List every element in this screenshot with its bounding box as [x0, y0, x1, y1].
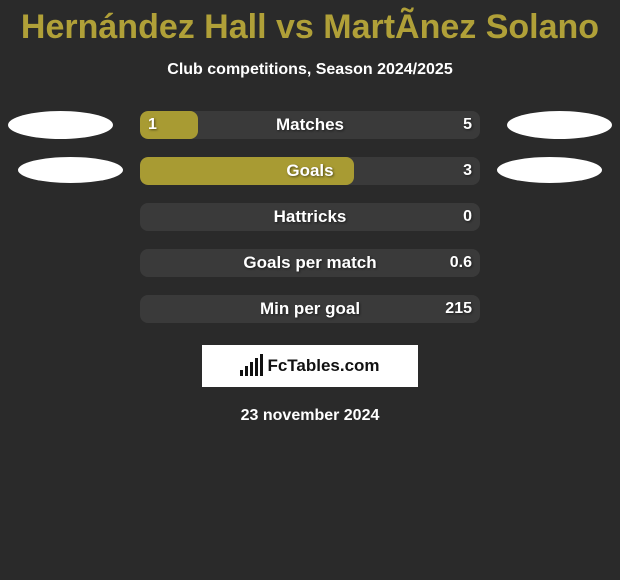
- snapshot-date: 23 november 2024: [0, 407, 620, 425]
- stat-row: Min per goal215: [0, 295, 620, 323]
- root: Hernández Hall vs MartÃnez Solano Club c…: [0, 0, 620, 580]
- stat-row: Hattricks0: [0, 203, 620, 231]
- stat-value-right: 0.6: [422, 249, 472, 277]
- branding-text: FcTables.com: [267, 356, 379, 376]
- bar-chart-icon: [240, 356, 263, 376]
- page-subtitle: Club competitions, Season 2024/2025: [0, 61, 620, 79]
- stat-row: Goals per match0.6: [0, 249, 620, 277]
- player-badge-left: [8, 111, 113, 139]
- stat-value-right: 0: [422, 203, 472, 231]
- stat-value-right: 5: [422, 111, 472, 139]
- player-badge-right: [507, 111, 612, 139]
- player-badge-right: [497, 157, 602, 183]
- stat-value-right: 3: [422, 157, 472, 185]
- comparison-bars: 1Matches5Goals3Hattricks0Goals per match…: [0, 111, 620, 323]
- player-badge-left: [18, 157, 123, 183]
- page-title: Hernández Hall vs MartÃnez Solano: [0, 0, 620, 47]
- stat-value-right: 215: [422, 295, 472, 323]
- branding-badge: FcTables.com: [202, 345, 418, 387]
